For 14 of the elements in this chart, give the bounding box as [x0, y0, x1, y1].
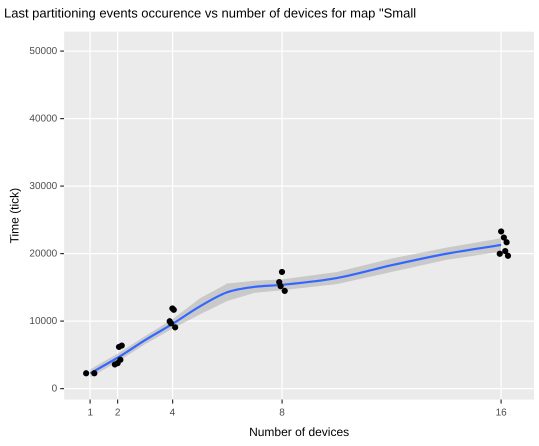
y-tick-label: 50000 — [29, 46, 58, 57]
x-tick-label: 8 — [279, 407, 286, 418]
x-axis-title: Number of devices — [249, 425, 350, 440]
y-axis-title: Time (tick) — [8, 188, 22, 244]
chart-title: Last partitioning events occurence vs number of devices for map "Small — [4, 5, 416, 20]
y-tick-label: 30000 — [29, 180, 58, 192]
x-tick-label: 16 — [496, 407, 508, 418]
y-tick-label: 40000 — [29, 113, 58, 124]
x-tick-label: 1 — [87, 407, 94, 418]
x-tick-label: 2 — [114, 407, 121, 418]
y-tick-label: 10000 — [29, 316, 58, 328]
y-tick-label: 0 — [52, 384, 58, 395]
y-tick-label: 20000 — [29, 248, 58, 260]
x-tick-label: 4 — [170, 407, 176, 418]
